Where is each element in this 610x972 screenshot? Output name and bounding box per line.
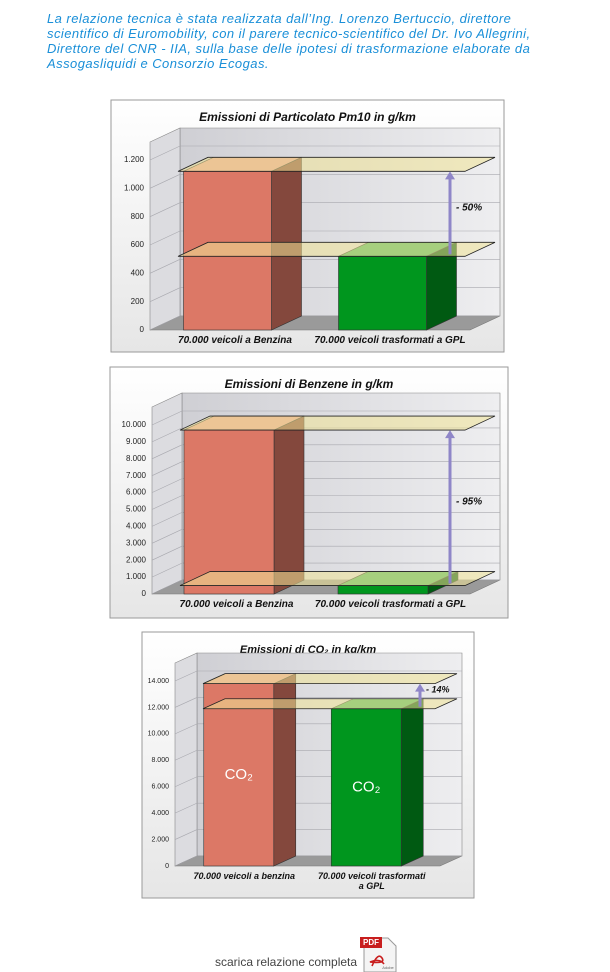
y-tick-label: 0 xyxy=(140,325,145,334)
x-tick-label: 70.000 veicoli trasformati a GPL xyxy=(314,599,467,610)
grid-line xyxy=(174,723,198,735)
bar xyxy=(338,256,427,331)
level-plane xyxy=(202,698,458,710)
side-wall xyxy=(174,652,198,867)
change-annotation: - 95% xyxy=(456,496,482,507)
intro-text: La relazione tecnica è stata realizzata … xyxy=(47,11,607,71)
y-tick-label: 1.000 xyxy=(126,572,147,581)
y-tick-label: 6.000 xyxy=(151,784,169,791)
y-tick-label: 8.000 xyxy=(151,757,169,764)
grid-line xyxy=(149,315,181,331)
pdf-icon-label: PDF xyxy=(363,938,379,947)
y-tick-label: 600 xyxy=(131,240,145,249)
level-plane xyxy=(202,673,458,685)
y-tick-label: 200 xyxy=(131,297,145,306)
grid-line xyxy=(174,697,198,708)
y-tick-label: 6.000 xyxy=(126,488,147,497)
x-tick-label: 70.000 veicoli trasformati a GPL xyxy=(317,871,426,892)
y-tick-label: 9.000 xyxy=(126,437,147,446)
grid-line xyxy=(149,259,181,274)
y-tick-label: 800 xyxy=(131,212,145,221)
y-tick-label: 14.000 xyxy=(148,678,170,685)
level-plane xyxy=(177,156,496,172)
bar xyxy=(203,683,275,867)
download-link[interactable]: scarica relazione completa xyxy=(215,955,357,969)
chart-title: Emissioni di Particolato Pm10 in g/km xyxy=(199,110,416,124)
bar xyxy=(337,585,429,595)
y-tick-label: 400 xyxy=(131,268,145,277)
intro-line: La relazione tecnica è stata realizzata … xyxy=(47,11,512,26)
grid-line xyxy=(151,529,183,544)
x-tick-label: 70.000 veicoli a Benzina xyxy=(178,335,292,346)
bar xyxy=(183,429,275,595)
y-tick-label: 8.000 xyxy=(126,454,147,463)
pdf-icon[interactable]: PDF Adobe xyxy=(360,937,397,972)
x-tick-label: 70.000 veicoli trasformati a GPL xyxy=(314,335,466,346)
y-tick-label: 7.000 xyxy=(126,471,147,480)
level-plane xyxy=(179,571,496,586)
grid-line xyxy=(174,670,198,682)
grid-line xyxy=(151,444,183,460)
bar-side xyxy=(400,698,424,867)
grid-line xyxy=(151,478,183,493)
y-tick-label: 5.000 xyxy=(126,505,147,514)
grid-line xyxy=(151,461,183,476)
x-tick-label: 70.000 veicoli a benzina xyxy=(193,871,296,881)
x-tick-label-box: 70.000 veicoli a Benzina xyxy=(179,599,294,610)
y-tick-label: 0 xyxy=(165,863,169,870)
x-tick-label-box: 70.000 veicoli trasformati a GPL xyxy=(314,599,467,610)
y-tick-label: 2.000 xyxy=(126,555,147,564)
y-tick-label: 3.000 xyxy=(126,538,147,547)
y-tick-label: 10.000 xyxy=(122,420,147,429)
intro-line: scientifico di Euromobility, con il pare… xyxy=(47,26,531,41)
y-tick-label: 4.000 xyxy=(126,522,147,531)
change-arrow-head xyxy=(415,683,425,692)
grid-line xyxy=(151,495,183,510)
x-tick-label-box: 70.000 veicoli a benzina xyxy=(193,871,296,881)
x-tick-label-box: 70.000 veicoli trasformati a GPL xyxy=(317,871,426,892)
grid-line xyxy=(149,287,181,302)
grid-line xyxy=(151,512,183,527)
grid-line xyxy=(174,776,198,787)
change-arrow-head xyxy=(445,171,455,180)
level-plane xyxy=(177,241,496,257)
grid-line xyxy=(174,750,198,761)
intro-line: Direttore del CNR - IIA, sulla base dell… xyxy=(47,41,531,56)
intro-line: Assogasliquidi e Consorzio Ecogas. xyxy=(47,56,269,71)
grid-line xyxy=(151,579,183,595)
change-arrow-head xyxy=(445,430,455,439)
pdf-icon-brand: Adobe xyxy=(382,965,394,970)
y-tick-label: 12.000 xyxy=(148,704,170,711)
change-annotation: - 14% xyxy=(426,685,450,695)
change-annotation: - 50% xyxy=(456,202,482,213)
x-tick-label-box: 70.000 veicoli a Benzina xyxy=(178,335,292,346)
grid-line xyxy=(149,174,181,189)
grid-line xyxy=(174,802,198,814)
grid-line xyxy=(151,562,183,578)
bar-label: CO₂ xyxy=(225,766,254,783)
level-plane xyxy=(179,415,496,431)
y-tick-label: 1.200 xyxy=(124,155,145,164)
grid-line xyxy=(151,427,183,443)
grid-line xyxy=(151,410,183,426)
grid-line xyxy=(151,545,183,561)
grid-line xyxy=(149,145,181,161)
y-tick-label: 0 xyxy=(142,589,147,598)
bar xyxy=(330,708,402,867)
x-tick-label-box: 70.000 veicoli trasformati a GPL xyxy=(314,335,466,346)
grid-line xyxy=(149,230,181,246)
y-tick-label: 4.000 xyxy=(151,810,169,817)
chart-title: Emissioni di Benzene in g/km xyxy=(225,377,394,391)
bar-label: CO₂ xyxy=(352,778,381,795)
grid-line xyxy=(174,829,198,840)
y-tick-label: 2.000 xyxy=(151,836,169,843)
y-tick-label: 1.000 xyxy=(124,183,145,192)
bar-side xyxy=(273,415,305,595)
x-tick-label: 70.000 veicoli a Benzina xyxy=(179,599,294,610)
y-tick-label: 10.000 xyxy=(148,731,170,738)
grid-line xyxy=(174,855,198,867)
grid-line xyxy=(149,202,181,217)
